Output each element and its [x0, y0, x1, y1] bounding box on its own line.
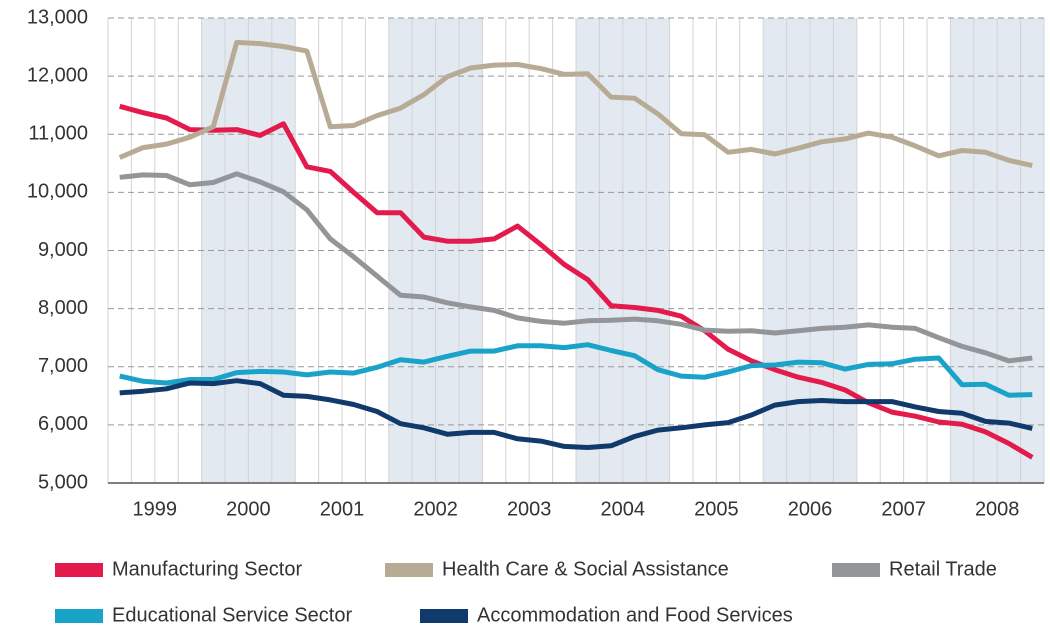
y-tick-label: 12,000 — [27, 64, 88, 86]
series-line — [119, 378, 1033, 450]
legend-label: Retail Trade — [889, 558, 997, 580]
x-tick-label: 2006 — [788, 498, 833, 520]
series-line — [119, 342, 1033, 398]
legend-label: Educational Service Sector — [112, 604, 352, 626]
legend-swatch — [55, 563, 103, 577]
legend-label: Manufacturing Sector — [112, 558, 302, 580]
x-tick-label: 2001 — [320, 498, 365, 520]
x-tick-label: 2004 — [601, 498, 646, 520]
legend-label: Accommodation and Food Services — [477, 604, 793, 626]
legend-swatch — [420, 609, 468, 623]
x-tick-label: 1999 — [133, 498, 178, 520]
x-tick-label: 2007 — [881, 498, 926, 520]
x-tick-label: 2002 — [413, 498, 458, 520]
y-tick-label: 11,000 — [28, 123, 88, 145]
y-tick-label: 10,000 — [27, 181, 88, 203]
y-tick-label: 7,000 — [38, 355, 88, 377]
x-tick-label: 2003 — [507, 498, 552, 520]
legend-label: Health Care & Social Assistance — [442, 558, 729, 580]
y-tick-label: 6,000 — [38, 413, 88, 435]
y-tick-label: 13,000 — [27, 6, 88, 28]
y-tick-label: 9,000 — [38, 239, 88, 261]
x-tick-label: 2005 — [694, 498, 739, 520]
y-tick-label: 5,000 — [38, 471, 88, 493]
y-tick-label: 8,000 — [38, 297, 88, 319]
series-line — [119, 103, 1034, 460]
x-tick-label: 2008 — [975, 498, 1020, 520]
legend-swatch — [832, 563, 880, 577]
series-line — [119, 171, 1033, 364]
legend-swatch — [55, 609, 103, 623]
x-tick-label: 2000 — [226, 498, 271, 520]
legend-swatch — [385, 563, 433, 577]
series-line — [118, 39, 1033, 169]
